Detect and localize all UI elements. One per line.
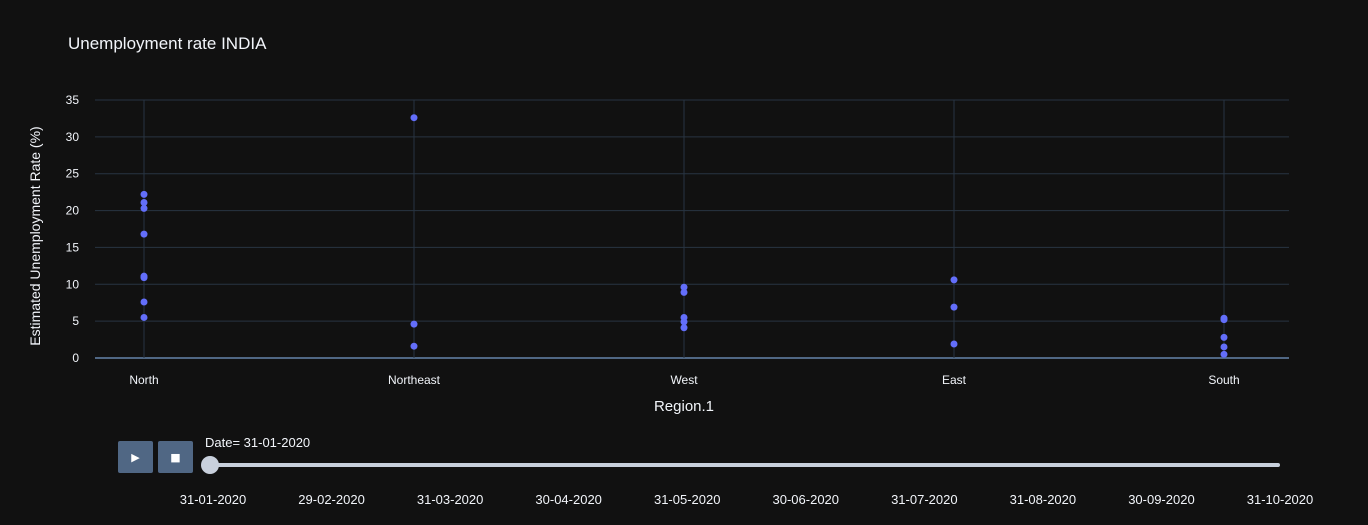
y-tick-label: 25 (66, 167, 80, 181)
data-point[interactable] (1220, 350, 1228, 358)
data-point[interactable] (140, 230, 148, 238)
x-axis-title: Region.1 (654, 398, 714, 415)
data-point[interactable] (140, 190, 148, 198)
slider-tick-labels: 31-01-2020 29-02-2020 31-03-2020 30-04-2020… (0, 492, 1368, 512)
play-icon: ▶ (131, 450, 140, 464)
data-point[interactable] (680, 288, 688, 296)
data-point[interactable] (680, 318, 688, 326)
data-point[interactable] (680, 324, 688, 332)
data-point[interactable] (140, 298, 148, 306)
data-point[interactable] (140, 204, 148, 212)
slider-step-label[interactable]: 31-01-2020 (179, 492, 247, 507)
slider-step-label[interactable]: 30-06-2020 (772, 492, 840, 507)
stop-icon: ■ (170, 450, 181, 464)
slider-step-label[interactable]: 29-02-2020 (298, 492, 365, 507)
slider-current-value: Date= 31-01-2020 (205, 435, 311, 450)
data-point[interactable] (680, 283, 688, 291)
data-point[interactable] (410, 342, 418, 350)
play-button[interactable]: ▶ (118, 441, 153, 473)
slider-step-label[interactable]: 31-08-2020 (1009, 492, 1077, 507)
slider-step-label[interactable]: 31-10-2020 (1246, 492, 1314, 507)
x-tick-label: Northeast (388, 373, 441, 387)
x-tick-label: West (670, 373, 698, 387)
x-tick-label: South (1208, 373, 1239, 387)
date-slider-track[interactable] (205, 463, 1280, 467)
data-point[interactable] (1220, 316, 1228, 324)
data-point[interactable] (140, 198, 148, 206)
data-point[interactable] (1220, 333, 1228, 341)
chart-title: Unemployment rate INDIA (68, 34, 267, 53)
data-point[interactable] (410, 114, 418, 122)
axis-layer: 0 5 10 15 20 25 30 35 North Northeast West East Sout… (66, 93, 1240, 387)
data-point[interactable] (140, 313, 148, 321)
y-tick-label: 35 (66, 93, 80, 107)
stop-button[interactable]: ■ (158, 441, 193, 473)
scatter-plot: 0 5 10 15 20 25 30 35 North Northeast West East Sout… (27, 93, 1289, 415)
y-tick-label: 0 (72, 351, 79, 365)
points-layer (140, 114, 1228, 358)
data-point[interactable] (410, 320, 418, 328)
x-tick-label: North (129, 373, 158, 387)
y-tick-label: 10 (66, 277, 80, 291)
slider-step-label[interactable]: 30-04-2020 (535, 492, 602, 507)
data-point[interactable] (950, 276, 958, 284)
y-tick-label: 15 (66, 240, 80, 254)
y-tick-label: 30 (66, 130, 80, 144)
data-point[interactable] (950, 303, 958, 311)
slider-step-label[interactable]: 31-05-2020 (653, 492, 721, 507)
slider-step-label[interactable]: 31-07-2020 (891, 492, 958, 507)
animation-controls: ▶ ■ (118, 441, 193, 473)
date-slider-handle[interactable] (201, 456, 219, 474)
x-tick-label: East (942, 373, 967, 387)
y-axis-title: Estimated Unemployment Rate (%) (27, 126, 43, 345)
y-tick-label: 20 (66, 204, 80, 218)
data-point[interactable] (1220, 343, 1228, 351)
data-point[interactable] (950, 340, 958, 348)
slider-step-label[interactable]: 31-03-2020 (416, 492, 484, 507)
slider-step-label[interactable]: 30-09-2020 (1128, 492, 1195, 507)
grid-layer (95, 99, 1289, 359)
data-point[interactable] (140, 274, 148, 282)
y-tick-label: 5 (72, 314, 79, 328)
